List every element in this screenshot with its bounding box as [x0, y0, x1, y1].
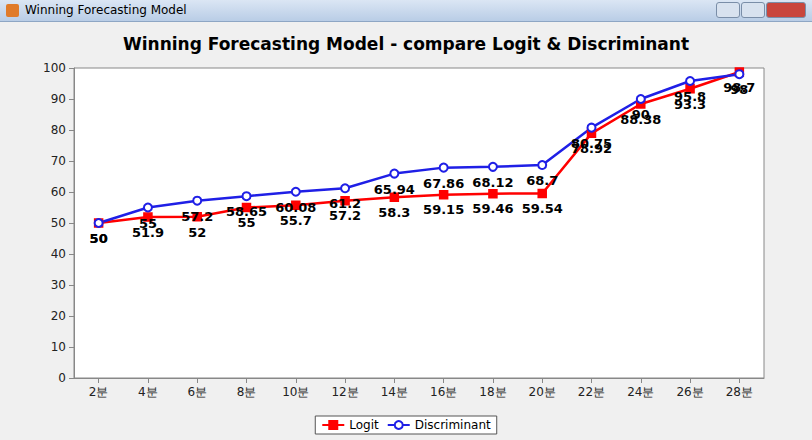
svg-text:93.3: 93.3 [674, 96, 707, 112]
svg-text:58.3: 58.3 [378, 205, 410, 220]
svg-text:98: 98 [730, 82, 748, 97]
svg-text:20: 20 [51, 309, 66, 323]
svg-text:26분: 26분 [676, 385, 703, 399]
svg-text:70: 70 [51, 154, 66, 168]
svg-text:22분: 22분 [578, 385, 605, 399]
svg-text:55.7: 55.7 [280, 213, 312, 228]
svg-text:0: 0 [58, 371, 66, 385]
svg-text:50: 50 [90, 231, 108, 246]
svg-text:80.75: 80.75 [571, 136, 612, 151]
svg-text:65.94: 65.94 [374, 182, 415, 197]
svg-text:30: 30 [51, 278, 66, 292]
svg-text:10: 10 [51, 340, 66, 354]
svg-text:98.7: 98.7 [723, 79, 756, 95]
svg-text:16분: 16분 [430, 385, 457, 399]
svg-text:50: 50 [90, 231, 108, 246]
svg-text:59.15: 59.15 [423, 202, 464, 217]
svg-text:95.8: 95.8 [674, 89, 706, 104]
svg-text:60.08: 60.08 [275, 200, 316, 215]
svg-text:88.38: 88.38 [620, 111, 662, 127]
html-text:Winning Forecasting Model: Winning Forecasting Model [25, 3, 187, 17]
svg-text:59.54: 59.54 [522, 201, 563, 216]
svg-text:55: 55 [139, 216, 157, 231]
svg-text:90: 90 [51, 92, 66, 106]
svg-text:Winning Forecasting Model - co: Winning Forecasting Model - compare Logi… [123, 34, 689, 54]
svg-text:4분: 4분 [138, 385, 158, 399]
svg-text:68.7: 68.7 [526, 173, 558, 188]
svg-text:Discriminant: Discriminant [415, 418, 491, 432]
svg-text:100: 100 [43, 61, 66, 75]
svg-text:Logit: Logit [349, 418, 379, 432]
svg-text:51.9: 51.9 [131, 224, 164, 240]
svg-text:52: 52 [188, 225, 206, 240]
svg-text:14분: 14분 [381, 385, 408, 399]
svg-text:10분: 10분 [282, 385, 309, 399]
svg-text:57.2: 57.2 [329, 208, 362, 224]
svg-text:8분: 8분 [237, 385, 257, 399]
svg-text:61.2: 61.2 [329, 196, 361, 211]
svg-text:12분: 12분 [331, 385, 358, 399]
svg-text:6분: 6분 [187, 385, 207, 399]
svg-text:20분: 20분 [529, 385, 556, 399]
svg-text:55: 55 [237, 215, 256, 231]
svg-text:90: 90 [632, 107, 650, 122]
svg-text:67.86: 67.86 [423, 176, 464, 191]
svg-text:60: 60 [51, 185, 66, 199]
svg-text:57.2: 57.2 [181, 209, 213, 224]
svg-text:59.46: 59.46 [472, 201, 513, 216]
svg-text:28분: 28분 [726, 385, 753, 399]
svg-text:80: 80 [51, 123, 66, 137]
svg-text:58.65: 58.65 [226, 204, 267, 219]
svg-text:50: 50 [51, 216, 66, 230]
svg-text:24분: 24분 [627, 385, 654, 399]
svg-text:18분: 18분 [479, 385, 506, 399]
svg-text:40: 40 [51, 247, 66, 261]
svg-text:68.12: 68.12 [472, 175, 513, 190]
svg-text:2분: 2분 [89, 385, 109, 399]
